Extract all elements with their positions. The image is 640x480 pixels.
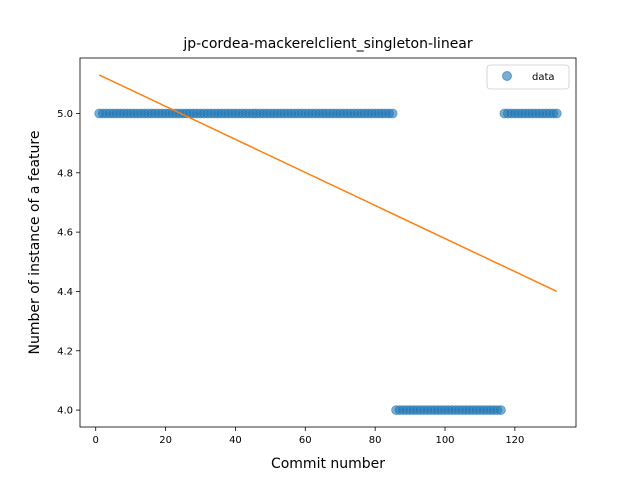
- x-tick-label: 100: [435, 435, 454, 446]
- legend-marker-data: [502, 71, 512, 81]
- y-tick-label: 4.0: [57, 406, 73, 417]
- x-axis-label: Commit number: [271, 456, 385, 472]
- legend: data: [486, 64, 570, 90]
- data-point: [551, 108, 562, 119]
- x-tick-label: 120: [505, 435, 524, 446]
- y-tick-label: 4.6: [57, 228, 73, 239]
- y-tick-label: 4.8: [57, 168, 73, 179]
- trend-line-group: [98, 74, 558, 293]
- x-tick-label: 60: [299, 435, 312, 446]
- chart-title: jp-cordea-mackerelclient_singleton-linea…: [182, 36, 473, 52]
- x-tick-label: 40: [229, 435, 242, 446]
- y-tick-label: 4.2: [57, 346, 73, 357]
- legend-box: [486, 64, 570, 90]
- legend-label-data: data: [532, 72, 555, 83]
- y-axis-label: Number of instance of a feature: [27, 131, 43, 355]
- plot-area: [94, 74, 562, 415]
- y-tick-label: 4.4: [57, 287, 73, 298]
- x-tick-label: 0: [93, 435, 99, 446]
- data-points: [94, 108, 562, 415]
- x-tick-label: 20: [159, 435, 172, 446]
- y-tick-label: 5.0: [57, 109, 73, 120]
- data-point: [387, 108, 398, 119]
- data-point: [496, 405, 506, 415]
- trend-line: [98, 74, 558, 293]
- y-axis-ticks: 4.0 4.2 4.4 4.6 4.8 5.0: [57, 109, 80, 417]
- x-axis-ticks: 0 20 40 60 80 100 120: [93, 427, 524, 446]
- axes-frame: [79, 57, 577, 428]
- x-tick-label: 80: [369, 435, 382, 446]
